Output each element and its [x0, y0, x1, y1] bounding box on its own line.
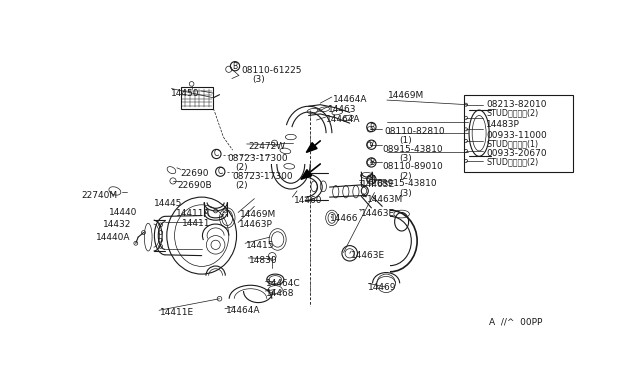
Text: 14445: 14445 [154, 199, 183, 208]
Text: 22690: 22690 [180, 169, 209, 179]
Text: (1): (1) [399, 136, 412, 145]
Text: 08110-82810: 08110-82810 [385, 127, 445, 136]
Text: 08213-82010: 08213-82010 [486, 100, 547, 109]
Text: 14463E: 14463E [351, 251, 385, 260]
Text: C: C [218, 167, 223, 176]
Text: 14468: 14468 [266, 289, 294, 298]
Text: 14464A: 14464A [226, 307, 260, 315]
Text: 14415: 14415 [246, 241, 275, 250]
Text: 14483P: 14483P [486, 120, 520, 129]
Text: 14469M: 14469M [239, 210, 276, 219]
Text: 14450: 14450 [172, 89, 200, 97]
Text: 08110-61225: 08110-61225 [241, 66, 301, 75]
Text: 08723-17300: 08723-17300 [232, 172, 292, 181]
Text: 08110-89010: 08110-89010 [382, 163, 443, 171]
Text: 14411: 14411 [182, 219, 210, 228]
Text: 14460: 14460 [294, 196, 323, 205]
Polygon shape [301, 170, 312, 179]
Text: 22472W: 22472W [248, 142, 285, 151]
Text: 08915-43810: 08915-43810 [377, 179, 438, 188]
Text: 14464C: 14464C [266, 279, 301, 288]
Text: 14440: 14440 [109, 208, 138, 217]
Text: B: B [369, 158, 374, 167]
Text: 14463E: 14463E [360, 209, 395, 218]
Text: 14411E: 14411E [160, 308, 194, 317]
Text: M: M [368, 175, 374, 184]
Text: B: B [369, 122, 374, 132]
Text: (3): (3) [252, 76, 265, 84]
Text: 00933-11000: 00933-11000 [486, 131, 547, 140]
Text: (2): (2) [235, 181, 248, 190]
Text: 22740M: 22740M [81, 191, 118, 200]
Text: B: B [232, 62, 237, 71]
Text: (2): (2) [399, 172, 412, 181]
Bar [180, 87, 213, 109]
Text: A  //^  00PP: A //^ 00PP [489, 317, 543, 326]
Text: 14830: 14830 [249, 256, 278, 264]
Text: 08915-43810: 08915-43810 [382, 145, 443, 154]
Text: 14432: 14432 [103, 220, 132, 229]
Text: 08723-17300: 08723-17300 [227, 154, 288, 163]
Text: STUDスタッド(2): STUDスタッド(2) [486, 158, 538, 167]
Text: V: V [369, 140, 374, 149]
Text: 14411A: 14411A [176, 209, 211, 218]
Text: 14469: 14469 [368, 283, 397, 292]
Text: (3): (3) [399, 154, 412, 163]
Text: 14466: 14466 [330, 214, 359, 223]
Text: 14440A: 14440A [95, 232, 130, 241]
Text: (2): (2) [235, 163, 248, 172]
Text: 14463P: 14463P [239, 220, 273, 229]
Text: 14463: 14463 [328, 105, 356, 114]
Text: STUDスタッド(1): STUDスタッド(1) [486, 140, 538, 148]
Text: 00933-20670: 00933-20670 [486, 150, 547, 158]
Polygon shape [307, 142, 317, 153]
Text: 14464A: 14464A [326, 115, 361, 124]
Text: 14469M: 14469M [388, 91, 425, 100]
Text: STUDスタッド(2): STUDスタッド(2) [486, 109, 538, 118]
Text: (3): (3) [399, 189, 412, 198]
Text: 14463M: 14463M [367, 195, 403, 204]
Text: C: C [214, 150, 219, 158]
Text: 14463E: 14463E [360, 180, 395, 189]
Bar [465, 95, 573, 172]
Text: 22690B: 22690B [178, 181, 212, 190]
Text: 14464A: 14464A [333, 95, 367, 104]
